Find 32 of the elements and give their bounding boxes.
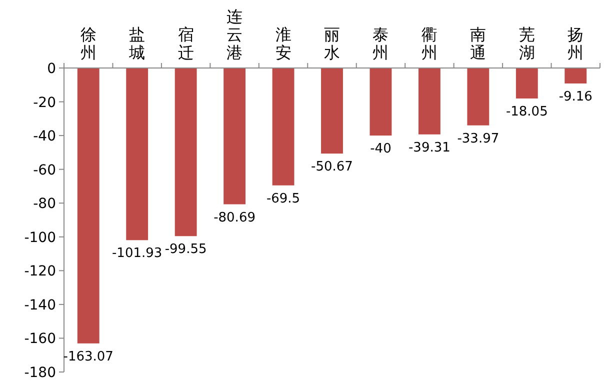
x-tick-label: 南通 [470,25,486,62]
data-label: -39.31 [408,140,450,156]
y-tick-label: -40 [33,128,56,145]
y-tick-label: -120 [24,264,56,280]
x-tick-label: 扬州 [568,25,584,62]
y-tick-label: -80 [33,196,56,212]
y-tick-label: -160 [24,331,56,348]
y-tick-label: -60 [33,162,56,178]
y-tick-label: 0 [47,61,56,77]
x-tick-label: 淮安 [275,25,292,62]
data-label: -18.05 [506,104,548,120]
data-label: -99.55 [164,242,207,258]
y-tick-label: -180 [24,365,56,381]
x-tick-label: 连云港 [226,7,243,62]
y-tick-label: -20 [33,94,56,111]
data-label: -163.07 [63,349,114,364]
data-label: -40 [370,142,392,157]
y-tick-label: -140 [24,297,56,314]
x-tick-label: 衢州 [421,25,438,62]
x-tick-label: 徐州 [80,25,96,62]
data-label: -69.5 [266,191,300,206]
x-tick-label: 泰州 [372,25,389,62]
x-tick-label: 芜湖 [518,25,535,62]
data-label: -80.69 [214,210,256,226]
x-tick-label: 丽水 [324,25,340,62]
x-tick-label: 盐城 [128,25,146,62]
x-tick-label: 宿迁 [178,25,194,62]
data-label: -50.67 [311,160,353,175]
data-label: -9.16 [558,89,592,104]
data-label: -33.97 [457,131,500,146]
data-label: -101.93 [112,246,162,262]
y-tick-label: -100 [24,230,56,246]
